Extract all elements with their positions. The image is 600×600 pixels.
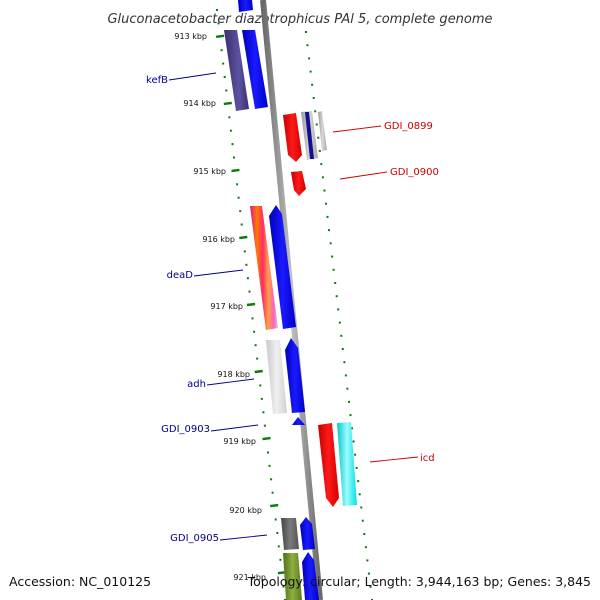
tick-label: 913 kbp bbox=[174, 32, 207, 41]
gene-GDI_0899-homolog-2[interactable] bbox=[318, 111, 327, 151]
outer-dotted-ring bbox=[305, 31, 373, 600]
gene-label-GDI_0903[interactable]: GDI_0903 bbox=[161, 424, 210, 435]
gene-next-homolog[interactable] bbox=[283, 553, 302, 600]
gene-deaD-homolog[interactable] bbox=[250, 206, 278, 330]
leader-line-GDI_0900 bbox=[339, 171, 388, 180]
tick-label: 914 kbp bbox=[183, 99, 216, 108]
map-title: Gluconacetobacter diazotrophicus PAl 5, … bbox=[107, 12, 492, 27]
gene-kefB[interactable] bbox=[242, 30, 268, 109]
accession-text: Accession: NC_010125 bbox=[9, 574, 151, 589]
forward-strand-track bbox=[224, 0, 319, 600]
label-leader-lines bbox=[168, 72, 419, 541]
gene-kefB-homolog[interactable] bbox=[224, 30, 249, 111]
gene-adh[interactable] bbox=[285, 338, 305, 413]
gene-GDI_0903[interactable] bbox=[292, 417, 305, 425]
gene-label-adh[interactable]: adh bbox=[187, 379, 206, 390]
major-tick bbox=[262, 436, 271, 441]
gene-label-GDI_0905[interactable]: GDI_0905 bbox=[170, 533, 219, 544]
topology-text: Topology: circular; Length: 3,944,163 bp… bbox=[247, 574, 591, 589]
major-tick bbox=[231, 168, 240, 173]
gene-adh-homolog[interactable] bbox=[266, 340, 287, 414]
leader-line-icd bbox=[369, 456, 419, 463]
tick-label: 918 kbp bbox=[217, 370, 250, 379]
gene-GDI_0899-homolog-stripe bbox=[305, 112, 314, 159]
gene-GDI_0905[interactable] bbox=[300, 517, 315, 550]
gene-labels: kefB GDI_0899 GDI_0900 deaD adh GDI_0903… bbox=[146, 75, 439, 544]
tick-label: 916 kbp bbox=[202, 235, 235, 244]
major-tick bbox=[254, 369, 263, 374]
tick-ring bbox=[215, 9, 287, 600]
tick-labels: 913 kbp 914 kbp 915 kbp 916 kbp 917 kbp … bbox=[174, 32, 266, 582]
gene-label-GDI_0900[interactable]: GDI_0900 bbox=[390, 167, 439, 178]
gene-GDI_0899[interactable] bbox=[283, 113, 302, 162]
gene-icd-homolog[interactable] bbox=[337, 422, 357, 506]
reverse-strand-track bbox=[283, 111, 357, 507]
leader-line-kefB bbox=[168, 72, 217, 81]
gene-label-GDI_0899[interactable]: GDI_0899 bbox=[384, 121, 433, 132]
major-tick bbox=[270, 503, 279, 508]
gene-label-kefB[interactable]: kefB bbox=[146, 75, 168, 86]
tick-label: 921 kbp bbox=[233, 573, 266, 582]
major-tick bbox=[239, 235, 248, 240]
gene-GDI_0905-homolog[interactable] bbox=[281, 518, 299, 550]
tick-label: 915 kbp bbox=[193, 167, 226, 176]
gene-GDI_0900[interactable] bbox=[291, 171, 306, 196]
leader-line-adh bbox=[206, 378, 255, 386]
leader-line-GDI_0905 bbox=[219, 534, 268, 541]
tick-label: 917 kbp bbox=[210, 302, 243, 311]
leader-line-deaD bbox=[193, 269, 244, 277]
major-tick bbox=[246, 302, 256, 307]
tick-label: 919 kbp bbox=[223, 437, 256, 446]
gene-next[interactable] bbox=[302, 552, 319, 600]
gene-label-icd[interactable]: icd bbox=[420, 453, 435, 464]
leader-line-GDI_0903 bbox=[210, 424, 259, 432]
gene-label-deaD[interactable]: deaD bbox=[167, 270, 194, 281]
leader-line-GDI_0899 bbox=[332, 125, 382, 133]
gene-deaD[interactable] bbox=[269, 205, 296, 329]
gene-icd[interactable] bbox=[318, 423, 339, 507]
gene-upstream-fragment[interactable] bbox=[238, 0, 253, 12]
major-tick bbox=[223, 101, 232, 106]
major-tick bbox=[215, 34, 225, 38]
tick-label: 920 kbp bbox=[229, 506, 262, 515]
